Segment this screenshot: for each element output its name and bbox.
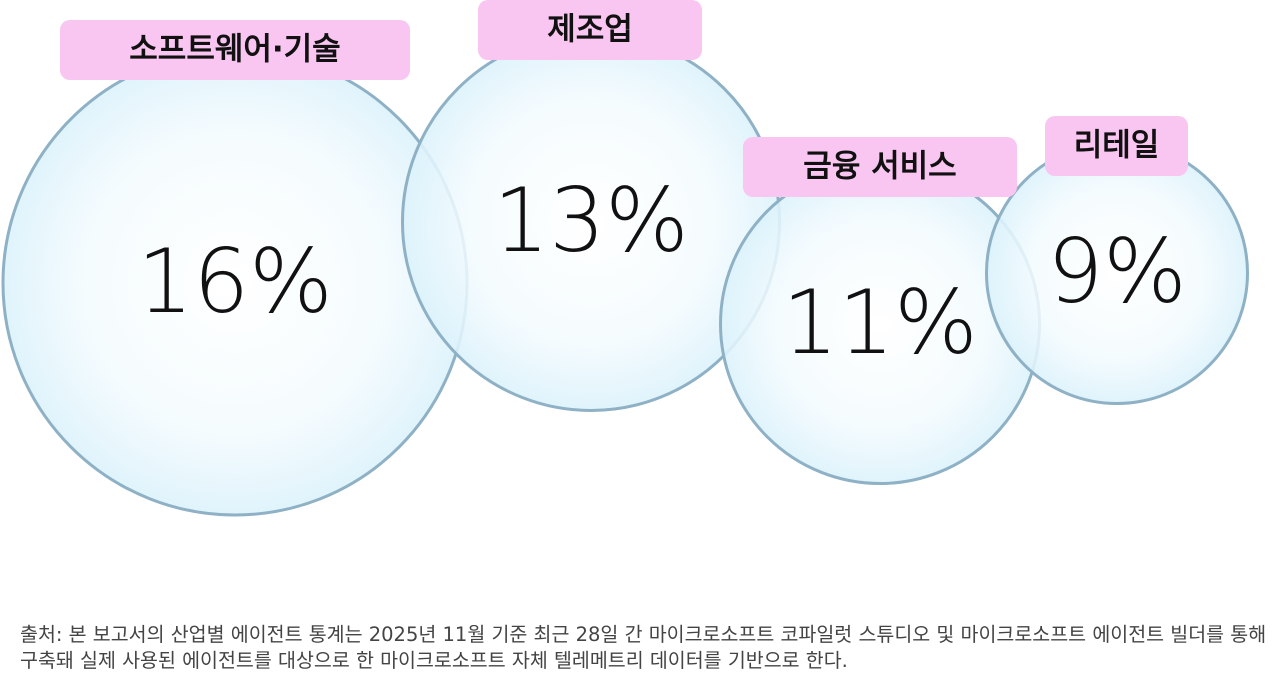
value-label: 11% — [782, 271, 978, 374]
source-note: 출처: 본 보고서의 산업별 에이전트 통계는 2025년 11월 기준 최근 … — [20, 623, 1267, 672]
value-label: 9% — [1047, 220, 1187, 323]
category-pill — [743, 137, 1017, 197]
value-label: 13% — [493, 169, 689, 272]
category-label: 리테일 — [1074, 128, 1160, 164]
category-label: 소프트웨어·기술 — [129, 32, 340, 68]
value-label: 16% — [137, 230, 333, 333]
chart: 16% 소프트웨어·기술 13% 제조업 11% 금융 서비스 9% 리테일 — [1, 0, 1249, 517]
category-pill — [60, 20, 410, 80]
category-label: 금융 서비스 — [803, 149, 956, 185]
category-pill — [1045, 116, 1188, 176]
category-pill — [478, 0, 702, 60]
category-label: 제조업 — [547, 12, 633, 48]
